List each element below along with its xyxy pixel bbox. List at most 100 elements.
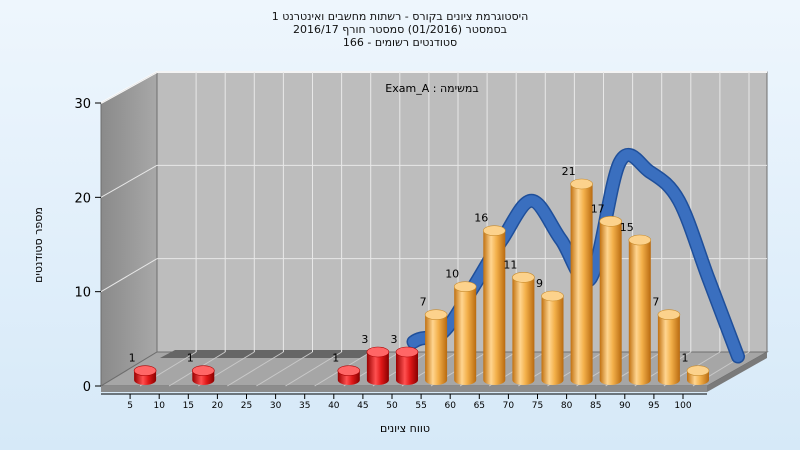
bar-top	[541, 290, 564, 302]
bar-body	[454, 286, 477, 385]
data-label: 1	[187, 352, 194, 365]
bar-body	[541, 296, 564, 385]
data-label: 1	[129, 352, 136, 365]
bar-100	[686, 365, 710, 385]
bar-top	[366, 346, 390, 358]
bar-body	[396, 352, 418, 385]
bar-80	[570, 178, 593, 385]
bar-55	[424, 309, 448, 385]
title-line-2: בסמסטר (01/2016) סמסטר חורף 2016/17	[293, 23, 507, 36]
x-tick-label: 40	[328, 401, 340, 411]
bar-body	[570, 184, 593, 385]
floor-side-edge	[707, 352, 767, 392]
data-label: 7	[652, 296, 659, 309]
data-label: 11	[503, 258, 517, 271]
data-label: 17	[591, 202, 605, 215]
bar-body	[483, 230, 506, 385]
x-tick-label: 50	[386, 401, 398, 411]
y-tick-label: 0	[83, 380, 91, 395]
bar-top	[570, 178, 593, 190]
y-tick-label: 30	[74, 97, 91, 112]
x-tick-label: 90	[619, 401, 631, 411]
data-label: 10	[445, 268, 459, 281]
x-tick-label: 95	[648, 401, 659, 411]
grid-line-floor	[256, 351, 313, 387]
x-axis: 5 10 15 20 25 30 35 40 45 50 55 60 65 70 75 80 85 90 95 100	[101, 393, 707, 411]
bar-85	[599, 216, 623, 385]
data-label: 3	[391, 333, 398, 346]
y-axis: 0 10 20 30	[74, 97, 101, 395]
x-tick-label: 5	[127, 401, 133, 411]
data-label: 3	[361, 333, 368, 346]
bar-75	[541, 290, 564, 385]
bar-50	[395, 346, 419, 385]
y-tick-label: 20	[74, 191, 91, 206]
bar-body	[366, 352, 389, 385]
bar-top	[657, 309, 681, 320]
x-tick-label: 15	[183, 401, 194, 411]
x-tick-label: 60	[444, 401, 456, 411]
x-tick-label: 55	[415, 401, 426, 411]
x-axis-label: טווח ציונים	[380, 422, 430, 435]
bar-90	[628, 234, 652, 385]
data-label: 16	[474, 212, 488, 225]
bar-top	[424, 309, 448, 320]
x-tick-label: 45	[357, 401, 368, 411]
bar-45	[366, 346, 390, 385]
data-label: 21	[562, 165, 576, 178]
left-wall	[100, 71, 158, 387]
x-tick-label: 85	[590, 401, 601, 411]
x-tick-label: 100	[674, 401, 691, 411]
bar-60	[453, 281, 477, 385]
data-label: 9	[536, 277, 543, 290]
bar-top	[395, 346, 419, 358]
grid-line-left	[100, 71, 158, 104]
bar-top	[512, 272, 535, 283]
title-line-3: סטודנטים רשומים - 166	[342, 36, 458, 49]
data-label: 7	[420, 296, 427, 309]
bar-body	[657, 314, 680, 385]
data-label: 1	[332, 352, 339, 365]
bar-70	[512, 272, 535, 385]
grid-line-left	[100, 258, 158, 293]
data-label: 1	[682, 352, 689, 365]
bar-body	[425, 314, 448, 385]
data-label: 15	[620, 221, 634, 234]
x-tick-label: 10	[153, 401, 165, 411]
y-tick-label: 10	[74, 286, 91, 301]
title-line-1: היסטוגרמת ציונים בקורס - רשתות מחשבים וא…	[271, 10, 529, 23]
bar-top	[628, 234, 652, 246]
base-strip	[160, 350, 375, 358]
x-tick-label: 65	[474, 401, 485, 411]
chart-annotation: במשימה : Exam_A	[385, 82, 478, 95]
bar-top	[337, 365, 361, 376]
x-tick-label: 25	[241, 401, 252, 411]
x-tick-label: 70	[503, 401, 515, 411]
bar-top	[192, 365, 215, 376]
grid-line-floor	[227, 351, 284, 387]
bar-body	[512, 277, 535, 385]
x-tick-label: 30	[270, 401, 282, 411]
bar-15	[192, 365, 215, 385]
floor-front-edge	[101, 386, 707, 392]
bar-40	[337, 365, 361, 385]
bars	[133, 178, 710, 385]
grid-line-left	[100, 164, 158, 198]
bar-top	[686, 365, 710, 376]
bar-top	[482, 225, 506, 236]
bar-5	[133, 365, 157, 385]
bar-body	[599, 221, 622, 385]
x-tick-label: 80	[561, 401, 573, 411]
bar-top	[599, 216, 623, 227]
x-tick-label: 75	[532, 401, 543, 411]
bar-top	[133, 365, 157, 376]
chart-title: היסטוגרמת ציונים בקורס - רשתות מחשבים וא…	[0, 10, 800, 49]
grid-line-floor	[285, 351, 342, 387]
x-tick-label: 20	[212, 401, 224, 411]
bar-body	[628, 240, 651, 385]
bar-65	[482, 225, 506, 385]
x-tick-label: 35	[299, 401, 310, 411]
bar-top	[453, 281, 477, 292]
